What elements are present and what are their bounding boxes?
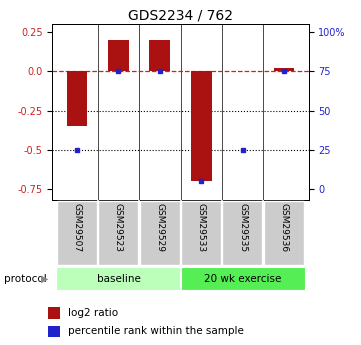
Bar	[149, 40, 170, 71]
Bar	[67, 71, 87, 126]
Bar	[57, 201, 97, 265]
Text: percentile rank within the sample: percentile rank within the sample	[68, 326, 243, 336]
Bar	[264, 201, 304, 265]
Text: GSM29536: GSM29536	[279, 203, 288, 252]
Bar	[180, 267, 305, 290]
Bar	[181, 201, 221, 265]
Text: GSM29507: GSM29507	[73, 203, 82, 252]
Text: log2 ratio: log2 ratio	[68, 308, 118, 317]
Bar	[98, 201, 138, 265]
Text: GSM29533: GSM29533	[197, 203, 206, 252]
Bar	[222, 201, 262, 265]
Text: GSM29529: GSM29529	[155, 203, 164, 252]
Text: GDS2234 / 762: GDS2234 / 762	[128, 9, 233, 23]
Text: GSM29523: GSM29523	[114, 203, 123, 252]
Text: GSM29535: GSM29535	[238, 203, 247, 252]
Text: baseline: baseline	[96, 274, 140, 284]
Text: 20 wk exercise: 20 wk exercise	[204, 274, 281, 284]
Bar	[108, 40, 129, 71]
Bar	[191, 71, 212, 181]
Text: ▶: ▶	[42, 274, 49, 284]
Bar	[48, 326, 60, 337]
Text: protocol: protocol	[4, 274, 46, 284]
Bar	[274, 68, 294, 71]
Bar	[48, 307, 60, 319]
Bar	[56, 267, 180, 290]
Bar	[140, 201, 180, 265]
